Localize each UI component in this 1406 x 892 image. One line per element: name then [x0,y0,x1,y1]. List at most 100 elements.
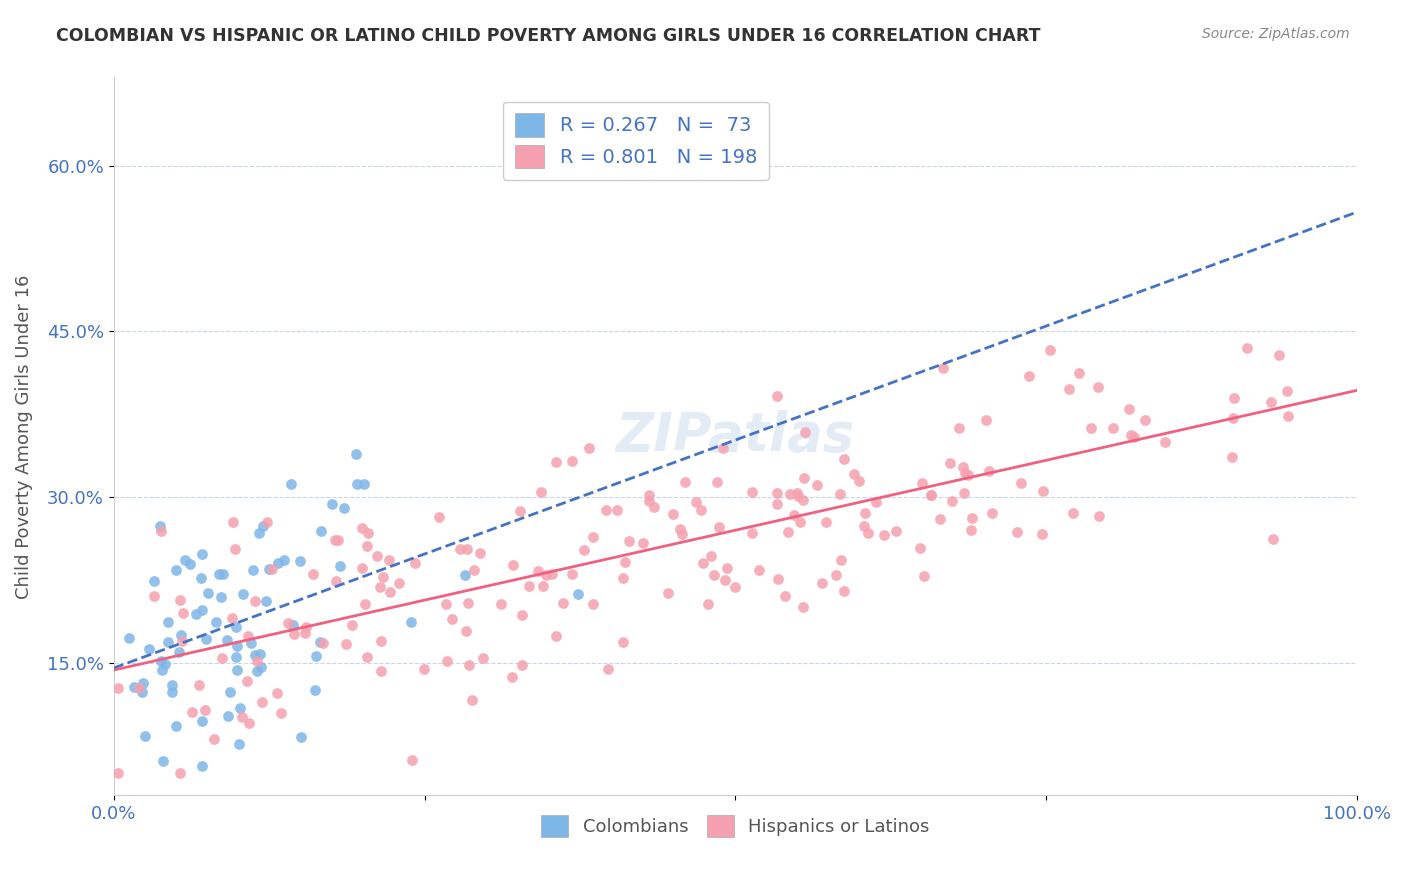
Point [132,675,155,690]
Point [304,682,326,697]
Point [706,475,728,489]
Point [157,615,180,629]
Point [766,389,789,403]
Point [169,593,191,607]
Point [529,484,551,499]
Point [281,617,304,632]
Point [160,685,183,699]
Point [974,413,997,427]
Point [865,495,887,509]
Point [174,553,197,567]
Point [779,487,801,501]
Point [700,549,723,563]
Point [232,587,254,601]
Point [1039,343,1062,357]
Point [1018,368,1040,383]
Point [356,649,378,664]
Point [1220,450,1243,464]
Point [908,541,931,555]
Point [574,543,596,558]
Point [191,603,214,617]
Point [247,525,270,540]
Point [748,563,770,577]
Point [211,567,233,582]
Point [1062,506,1084,520]
Point [463,563,485,577]
Point [225,639,247,653]
Point [219,684,242,698]
Point [948,421,970,435]
Point [257,562,280,576]
Text: COLOMBIAN VS HISPANIC OR LATINO CHILD POVERTY AMONG GIRLS UNDER 16 CORRELATION C: COLOMBIAN VS HISPANIC OR LATINO CHILD PO… [56,27,1040,45]
Point [787,489,810,503]
Point [378,552,401,566]
Point [1261,533,1284,547]
Point [544,629,567,643]
Point [637,488,659,502]
Point [266,686,288,700]
Point [671,527,693,541]
Point [152,754,174,768]
Point [181,705,204,719]
Point [208,566,231,581]
Point [789,516,811,530]
Point [614,555,637,569]
Point [370,664,392,678]
Point [456,541,478,556]
Point [436,654,458,668]
Point [631,536,654,550]
Point [561,567,583,582]
Point [766,486,789,500]
Point [434,597,457,611]
Point [252,518,274,533]
Point [977,464,1000,478]
Point [1119,428,1142,442]
Point [959,524,981,538]
Point [832,583,855,598]
Point [211,590,233,604]
Point [1087,380,1109,394]
Point [1067,366,1090,380]
Point [1010,476,1032,491]
Point [468,546,491,560]
Point [501,670,523,684]
Point [716,561,738,575]
Point [301,566,323,581]
Point [194,702,217,716]
Point [980,506,1002,520]
Point [231,710,253,724]
Point [703,567,725,582]
Point [793,471,815,485]
Point [953,486,976,500]
Point [321,497,343,511]
Point [773,589,796,603]
Point [388,576,411,591]
Point [766,572,789,586]
Point [172,606,194,620]
Point [305,648,328,663]
Point [413,662,436,676]
Point [920,488,942,502]
Point [929,512,952,526]
Point [471,651,494,665]
Point [724,580,747,594]
Point [228,738,250,752]
Point [165,563,187,577]
Point [567,587,589,601]
Point [211,651,233,665]
Point [509,504,531,518]
Point [354,597,377,611]
Point [325,533,347,547]
Point [191,714,214,728]
Point [1275,384,1298,399]
Point [254,594,277,608]
Point [353,477,375,491]
Point [240,635,263,649]
Point [690,502,713,516]
Point [456,624,478,639]
Point [776,524,799,539]
Point [830,552,852,566]
Point [673,475,696,489]
Point [325,574,347,588]
Point [489,597,512,611]
